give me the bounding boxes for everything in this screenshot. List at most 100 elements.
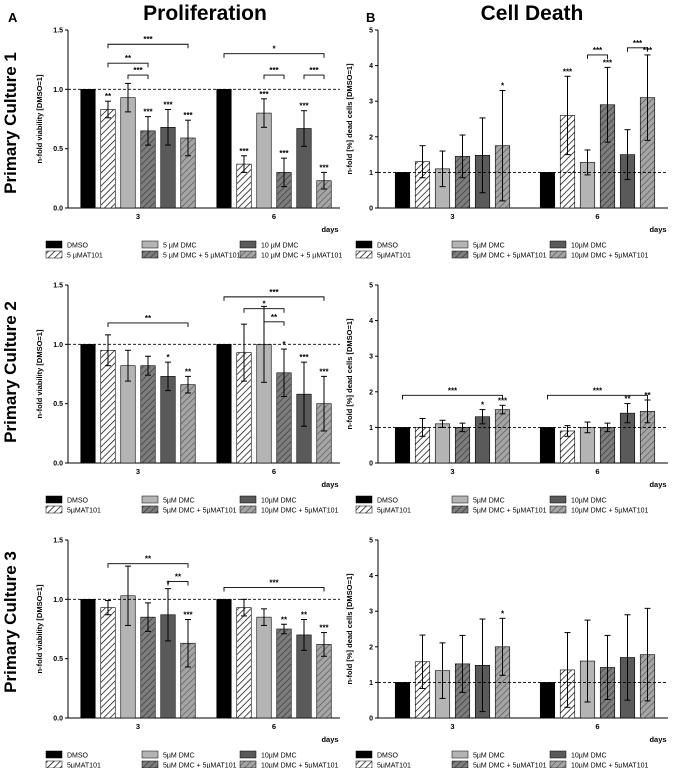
x-axis-label-a3: days <box>321 735 338 744</box>
significance-label: ** <box>301 611 308 620</box>
bracket-label: *** <box>269 288 279 297</box>
bar-dmso-day3 <box>394 682 411 719</box>
legend-label-at101: 5 µMAT101 <box>67 252 103 259</box>
legend-swatch-dmc10 <box>549 240 567 249</box>
row-title-culture-1: Primary Culture 1 <box>1 52 20 194</box>
significance-label: *** <box>603 58 613 67</box>
y-tick-label-b1: 1 <box>369 170 373 177</box>
significance-label: ** <box>185 367 192 376</box>
y-tick-label-b3: 1 <box>369 680 373 687</box>
legend-swatch-dmc5-at101 <box>451 250 469 259</box>
legend-label-dmc5: 5µM DMC <box>163 752 195 759</box>
legend-swatch-dmc5-at101 <box>451 505 469 514</box>
panel-letter-b: B <box>366 10 375 25</box>
bar-dmc5-day6 <box>256 616 272 719</box>
bar-dmso-day6 <box>539 172 556 209</box>
significance-label: *** <box>319 367 329 376</box>
bar-dmso-day6 <box>539 682 556 719</box>
significance-label: *** <box>259 90 269 99</box>
legend-swatch-at101 <box>355 505 373 514</box>
significance-bracket <box>303 74 325 80</box>
x-category-day3: 3 <box>136 212 140 221</box>
legend-swatch-dmc10 <box>239 240 257 249</box>
y-tick-label-a1: 1.5 <box>53 28 63 35</box>
y-tick-label-b2: 0 <box>369 461 373 468</box>
legend-label-dmc5: 5µM DMC <box>473 242 505 249</box>
legend-swatch-dmc5 <box>141 240 159 249</box>
legend-swatch-dmc10-at101 <box>549 250 567 259</box>
panel-letter-a: A <box>8 10 18 25</box>
bar-dmso-day6 <box>216 344 232 464</box>
x-axis-label-b2: days <box>649 480 666 489</box>
legend-swatch-dmc10-at101 <box>549 505 567 514</box>
bar-dmc10-at101-day3 <box>180 384 196 464</box>
significance-label: * <box>481 401 485 410</box>
y-tick-label-b1: 4 <box>369 63 373 70</box>
significance-label: *** <box>563 67 573 76</box>
legend-label-dmc10-at101: 10 µM DMC + 5 µMAT101 <box>261 252 342 259</box>
bar-dmc5-at101-day3 <box>140 365 156 464</box>
legend-swatch-at101 <box>45 760 63 768</box>
legend-swatch-dmc10 <box>549 495 567 504</box>
y-tick-label-b3: 5 <box>369 538 373 545</box>
significance-label: ** <box>624 395 631 404</box>
significance-bracket <box>263 321 285 326</box>
y-axis-label-b2: n-fold [%] dead cells [DMSO=1] <box>345 318 354 430</box>
y-tick-label-b1: 3 <box>369 99 373 106</box>
legend-swatch-dmc5 <box>141 495 159 504</box>
legend-label-dmc10-at101: 10µM DMC + 5µMAT101 <box>261 507 338 514</box>
legend-label-dmc5-at101: 5µM DMC + 5µMAT101 <box>163 762 237 768</box>
row-title-culture-2: Primary Culture 2 <box>1 301 20 443</box>
bar-dmso-day3 <box>80 344 96 464</box>
bar-at101-day3 <box>100 109 116 209</box>
legend-swatch-at101 <box>355 250 373 259</box>
bar-dmc5-day3 <box>434 423 451 464</box>
bracket-label: *** <box>269 578 279 587</box>
legend-label-dmc5-at101: 5µM DMC + 5µMAT101 <box>163 507 237 514</box>
significance-bracket <box>223 587 325 592</box>
x-category-day6: 6 <box>272 722 276 731</box>
bar-dmso-day3 <box>394 172 411 209</box>
legend-swatch-dmc10-at101 <box>239 760 257 768</box>
legend-label-dmso: DMSO <box>377 497 399 504</box>
significance-bracket <box>107 322 189 327</box>
y-axis-label-a1: n-fold viability [DMSO=1] <box>35 74 44 163</box>
y-tick-label-a2: 0.0 <box>53 461 63 468</box>
legend-swatch-dmc10-at101 <box>239 505 257 514</box>
legend-label-dmc10: 10µM DMC <box>571 497 607 504</box>
y-tick-label-b3: 4 <box>369 573 373 580</box>
bar-at101-day3 <box>100 349 116 464</box>
bracket-label: ** <box>145 314 152 323</box>
bar-dmc5-day3 <box>120 97 136 209</box>
y-tick-label-a1: 0.5 <box>53 146 63 153</box>
significance-bracket <box>402 394 503 400</box>
significance-label: *** <box>279 149 289 158</box>
legend-swatch-dmso <box>45 750 63 759</box>
legend-swatch-dmc5-at101 <box>141 250 159 259</box>
column-title-cell-death: Cell Death <box>481 2 584 25</box>
significance-bracket <box>547 394 648 400</box>
column-title-proliferation: Proliferation <box>143 2 267 25</box>
significance-label: *** <box>183 111 193 120</box>
legend-label-dmc5-at101: 5µM DMC + 5µMAT101 <box>473 252 547 259</box>
legend-label-dmc10: 10µM DMC <box>261 752 297 759</box>
significance-label: *** <box>299 102 309 111</box>
legend-label-dmc5-at101: 5µM DMC + 5µMAT101 <box>473 762 547 768</box>
legend-swatch-dmc5 <box>141 750 159 759</box>
bar-dmso-day6 <box>216 599 232 719</box>
bracket-label: ** <box>271 313 278 322</box>
chart-a1: 0.00.51.01.5n-fold viability [DMSO=1] ***… <box>35 28 342 260</box>
significance-bracket <box>223 53 325 58</box>
x-category-day3: 3 <box>450 212 454 221</box>
bracket-label: *** <box>593 386 603 395</box>
x-category-day3: 3 <box>450 722 454 731</box>
legend-label-at101: 5µMAT101 <box>67 762 101 768</box>
significance-bracket <box>223 296 325 301</box>
bracket-label: ** <box>175 573 182 582</box>
chart-panels: 0.00.51.01.5n-fold viability [DMSO=1] ***… <box>35 28 668 768</box>
legend-swatch-dmso <box>355 495 373 504</box>
legend-swatch-dmc10-at101 <box>549 760 567 768</box>
legend-label-at101: 5µMAT101 <box>377 507 411 514</box>
